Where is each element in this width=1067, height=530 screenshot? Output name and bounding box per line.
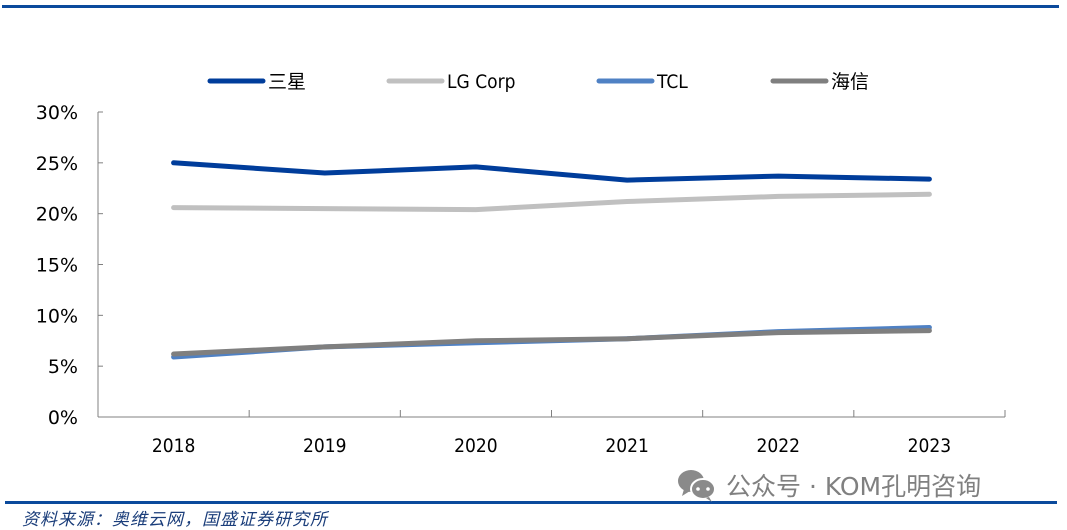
x-axis-ticks: 2018 2019 2020 2021 2022 2023 [97, 410, 1006, 457]
bottom-rule [5, 501, 1057, 504]
x-tick-label: 2021 [605, 435, 649, 457]
series-line-3 [171, 328, 932, 357]
x-tick-label: 2023 [908, 435, 952, 457]
legend: 三星 LG Corp TCL 海信 [207, 71, 869, 93]
legend-label: 海信 [831, 71, 869, 93]
y-tick-label: 0% [48, 407, 78, 429]
watermark: 公众号 · KOM孔明咨询 [676, 467, 981, 503]
series-line-1 [171, 191, 932, 213]
y-tick-label: 10% [36, 305, 78, 327]
legend-item: LG Corp [386, 71, 515, 93]
legend-label: 三星 [268, 71, 306, 93]
series-line-0 [171, 160, 932, 183]
y-tick-label: 5% [48, 356, 78, 378]
x-tick-label: 2022 [757, 435, 801, 457]
wechat-icon [676, 468, 718, 502]
legend-item: 三星 [207, 71, 306, 93]
axes [97, 112, 1005, 418]
watermark-text: 公众号 · KOM孔明咨询 [726, 472, 982, 501]
legend-item: TCL [596, 71, 688, 93]
y-tick-label: 20% [36, 204, 78, 226]
y-tick-label: 25% [36, 153, 78, 175]
legend-label: LG Corp [447, 71, 515, 93]
x-tick-label: 2018 [152, 435, 196, 457]
legend-item: 海信 [770, 71, 869, 93]
top-rule [2, 5, 1059, 8]
series-lines [171, 160, 932, 360]
y-axis-ticks: 0% 5% 10% 15% 20% 25% 30% [36, 102, 103, 429]
x-tick-label: 2020 [454, 435, 498, 457]
source-note: 资料来源：奥维云网，国盛证券研究所 [22, 510, 328, 530]
y-tick-label: 30% [36, 102, 78, 124]
x-tick-label: 2019 [303, 435, 347, 457]
line-chart: 三星 LG Corp TCL 海信 0%5%10%15%20%25%30% 2018 2… [36, 71, 1006, 457]
legend-label: TCL [656, 71, 688, 93]
y-tick-label: 15% [36, 255, 78, 277]
